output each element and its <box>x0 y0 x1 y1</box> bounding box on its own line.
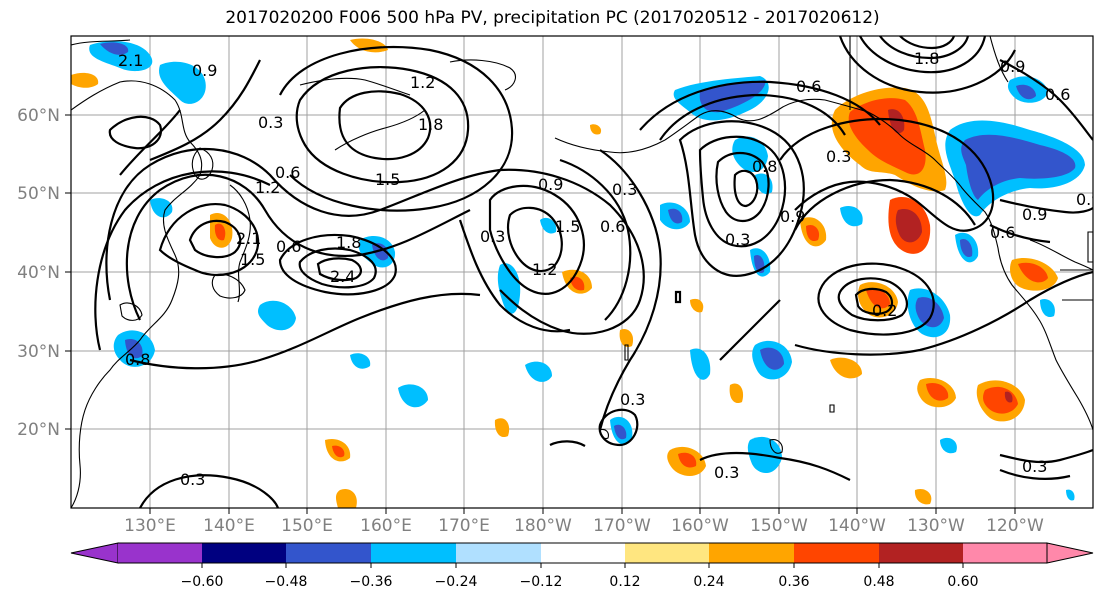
colorbar-bin <box>879 543 963 563</box>
longitude-labels: 130°E 140°E 150°E 160°E 170°E 180°W 170°… <box>124 516 1044 536</box>
lon-label: 140°W <box>828 516 886 536</box>
contour-label: 0.6 <box>276 237 301 256</box>
contour-label: 0.6 <box>796 77 821 96</box>
colorbar-bin <box>963 543 1047 563</box>
contour-label: 0.6 <box>1045 85 1070 104</box>
contour-label: 0.6 <box>990 223 1015 242</box>
contour-label: 0.9 <box>780 207 805 226</box>
contour-label: 0.3 <box>180 470 205 489</box>
contour-label: 2.1 <box>236 229 261 248</box>
lon-label: 130°E <box>124 516 176 536</box>
contour-label: 1.5 <box>555 217 580 236</box>
colorbar-bin <box>541 543 625 563</box>
lon-label: 160°W <box>671 516 729 536</box>
map-title: 2017020200 F006 500 hPa PV, precipitatio… <box>225 8 880 28</box>
colorbar-tick-label: 0.60 <box>947 574 978 590</box>
contour-label: 2.1 <box>118 51 143 70</box>
contour-label: 1.5 <box>375 170 400 189</box>
colorbar-extend-low <box>70 542 119 564</box>
contour-label: 0.6 <box>600 217 625 236</box>
lat-label: 40°N <box>17 263 60 283</box>
lon-label: 150°E <box>281 516 333 536</box>
contour-label: 1.5 <box>240 250 265 269</box>
lon-label: 150°W <box>750 516 808 536</box>
colorbar-bin <box>118 543 202 563</box>
colorbar-tick-label: −0.24 <box>435 574 478 590</box>
contour-label: 0.3 <box>714 463 739 482</box>
colorbar-bin <box>202 543 286 563</box>
lon-label: 160°E <box>360 516 412 536</box>
contour-label: 0.9 <box>538 175 563 194</box>
contour-label: 0.9 <box>1076 190 1101 209</box>
contour-label: 0.2 <box>872 301 897 320</box>
lon-label: 140°E <box>203 516 255 536</box>
contour-label: 1.8 <box>418 115 443 134</box>
colorbar-bin <box>625 543 709 563</box>
precipitation-shading <box>71 38 1085 508</box>
colorbar-bin <box>371 543 456 563</box>
colorbar-tick-label: −0.48 <box>265 574 308 590</box>
latitude-labels: 60°N 50°N 40°N 30°N 20°N <box>17 106 60 440</box>
colorbar-bin <box>709 543 794 563</box>
contour-label: 1.8 <box>336 233 361 252</box>
lon-label: 170°W <box>593 516 651 536</box>
contour-label: 0.3 <box>258 113 283 132</box>
contour-label: 0.9 <box>192 61 217 80</box>
coastlines <box>71 36 1093 508</box>
contour-label: 0.3 <box>1022 457 1047 476</box>
lon-label: 130°W <box>907 516 965 536</box>
contour-label: 0.3 <box>725 230 750 249</box>
contour-label: 0.3 <box>826 147 851 166</box>
colorbar-bin <box>456 543 541 563</box>
contour-label: 0.8 <box>125 350 150 369</box>
contour-label: 0.3 <box>612 180 637 199</box>
colorbar-extend-high <box>1046 542 1094 564</box>
colorbar-tick-label: −0.36 <box>350 574 393 590</box>
axis-ticks <box>65 114 1016 514</box>
lat-label: 30°N <box>17 342 60 362</box>
lat-label: 20°N <box>17 420 60 440</box>
colorbar-bin <box>286 543 371 563</box>
contour-label: 2.4 <box>330 267 355 286</box>
lon-label: 180°W <box>514 516 572 536</box>
contour-label: 1.8 <box>914 49 939 68</box>
colorbar-tick-label: 0.36 <box>778 574 809 590</box>
lat-label: 60°N <box>17 106 60 126</box>
colorbar-bin <box>794 543 879 563</box>
lon-label: 170°E <box>438 516 490 536</box>
colorbar-tick-label: −0.60 <box>181 574 224 590</box>
colorbar: −0.60 −0.48 −0.36 −0.24 −0.12 0.12 0.24 … <box>70 542 1094 590</box>
contour-label: 0.3 <box>620 390 645 409</box>
lon-label: 120°W <box>986 516 1044 536</box>
colorbar-tick-label: 0.24 <box>693 574 724 590</box>
contour-label: 0.9 <box>1000 57 1025 76</box>
lat-label: 50°N <box>17 184 60 204</box>
contour-label: 1.2 <box>410 73 435 92</box>
contour-label: 1.2 <box>532 260 557 279</box>
contour-label: 0.3 <box>480 227 505 246</box>
colorbar-tick-label: 0.48 <box>863 574 894 590</box>
colorbar-tick-label: −0.12 <box>520 574 563 590</box>
contour-label: 0.6 <box>275 163 300 182</box>
contour-label: 0.9 <box>1022 205 1047 224</box>
contour-labels: 2.1 1.2 1.8 0.6 0.3 0.9 1.5 1.2 1.5 2.1 … <box>118 49 1101 489</box>
contour-label: 1.2 <box>255 178 280 197</box>
colorbar-tick-label: 0.12 <box>609 574 640 590</box>
map-plot-area: 2.1 1.2 1.8 0.6 0.3 0.9 1.5 1.2 1.5 2.1 … <box>71 36 1101 508</box>
pv-contours <box>94 36 1093 508</box>
contour-label: 0.8 <box>752 157 777 176</box>
